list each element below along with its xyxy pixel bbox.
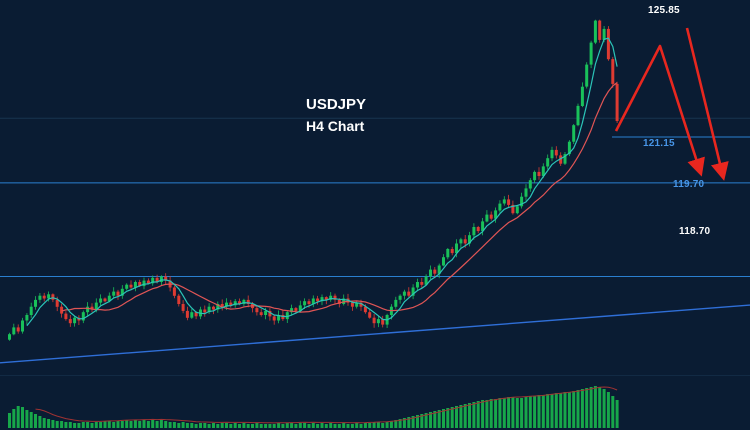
- trading-chart-window: USDJPY H4 Chart 125.85 121.15 119.70 118…: [0, 0, 750, 430]
- candlestick-chart[interactable]: [0, 0, 750, 430]
